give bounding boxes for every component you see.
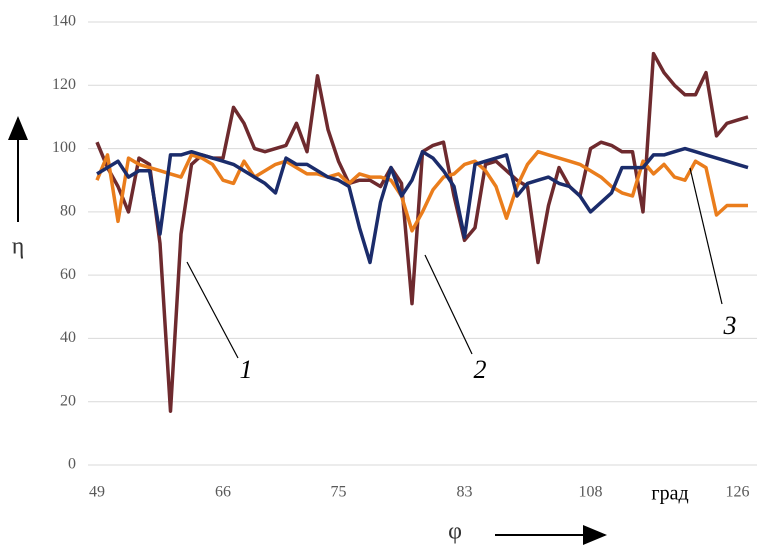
x-tick-label: 83: [457, 484, 473, 501]
series-line: [95, 149, 748, 233]
y-tick-label: 80: [60, 203, 76, 220]
x-tick-label: 126: [726, 484, 750, 501]
leader-line: [424, 254, 473, 355]
y-tick-label: 60: [60, 266, 76, 283]
x-tick-label: 75: [331, 484, 347, 501]
leader-line: [186, 261, 239, 359]
y-tick-label: 120: [52, 76, 76, 93]
annotation: 1: [240, 355, 253, 384]
unit-backdrop: [628, 478, 714, 518]
y-tick-label: 100: [52, 139, 76, 156]
y-tick-label: 140: [52, 13, 76, 30]
y-tick-label: 0: [68, 456, 76, 473]
y-axis-label: η: [12, 234, 25, 260]
annotation: 2: [474, 355, 487, 384]
x-axis-label: φ: [448, 519, 462, 545]
y-tick-label: 40: [60, 329, 76, 346]
series-line: [95, 51, 749, 413]
leader-line: [689, 167, 723, 305]
y-tick-label: 20: [60, 392, 76, 409]
x-tick-label: 49: [89, 484, 105, 501]
x-tick-label: 108: [579, 484, 603, 501]
x-tick-label: 66: [215, 484, 231, 501]
x-unit-label: град: [651, 483, 688, 505]
series-line: [96, 146, 749, 265]
annotation: 3: [723, 311, 737, 340]
